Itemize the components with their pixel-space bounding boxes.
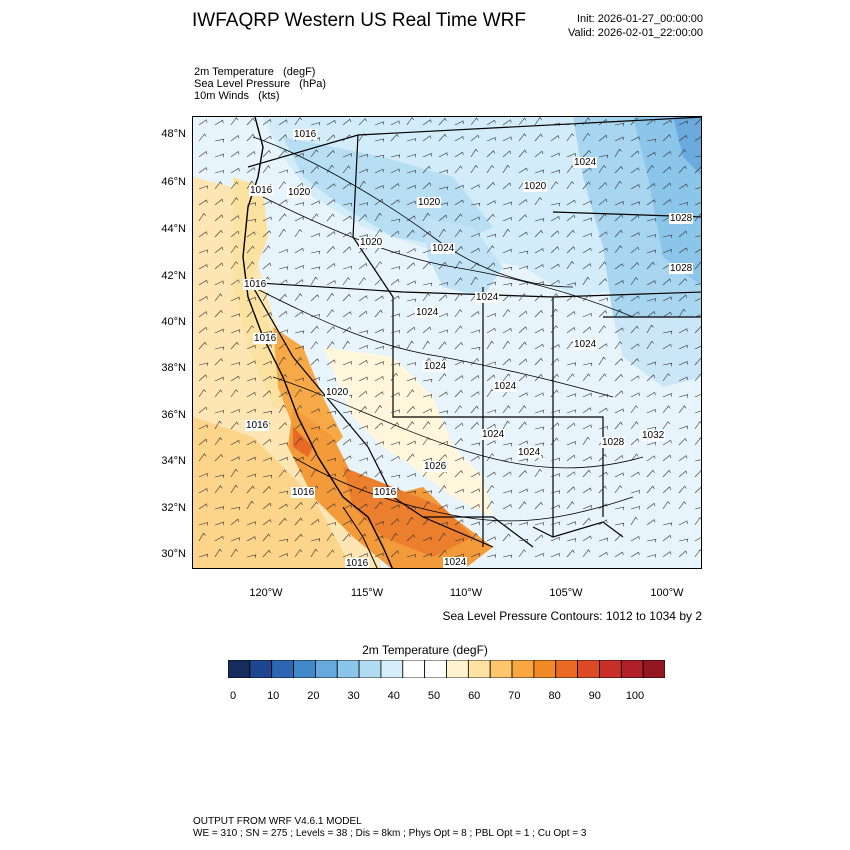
colorbar-swatch [336,660,360,678]
colorbar-title: 2m Temperature (degF) [362,643,488,657]
colorbar-swatch [402,660,426,678]
colorbar-swatch [489,660,513,678]
slp-contour-label: 1028 [601,437,626,448]
colorbar-tick-label: 10 [267,690,280,702]
slp-contour-label: 1016 [373,487,398,498]
colorbar-swatch [358,660,382,678]
colorbar-swatch [555,660,579,678]
slp-contour-label: 1020 [287,187,312,198]
field-label-temperature: 2m Temperature (degF) [194,66,316,78]
contour-note: Sea Level Pressure Contours: 1012 to 103… [442,609,703,623]
valid-time: Valid: 2026-02-01_22:00:00 [568,27,703,39]
slp-contour-label: 1024 [573,157,598,168]
lat-label: 44°N [161,223,186,235]
colorbar [228,660,665,678]
lon-label: 115°W [350,587,384,599]
lat-label: 46°N [161,176,186,188]
slp-contour-label: 1024 [443,557,468,568]
slp-contour-label: 1024 [481,429,506,440]
slp-contour-label: 1016 [249,185,274,196]
slp-contour-label: 1020 [359,237,384,248]
lat-label: 42°N [161,270,186,282]
lat-label: 38°N [161,362,186,374]
lat-label: 48°N [161,128,186,140]
colorbar-swatch [577,660,600,678]
colorbar-tick-label: 100 [625,690,645,702]
slp-contour-label: 1016 [245,420,270,431]
colorbar-swatch [380,660,404,678]
slp-contour-label: 1024 [475,292,500,303]
footer-config-line: WE = 310 ; SN = 275 ; Levels = 38 ; Dis … [193,828,587,839]
colorbar-swatch [315,660,338,678]
slp-contour-label: 1024 [423,361,448,372]
slp-contour-label: 1024 [573,339,598,350]
colorbar-swatch [424,660,447,678]
colorbar-swatch [642,660,665,678]
lon-label: 110°W [449,587,483,599]
lon-label: 120°W [249,587,283,599]
slp-contour-label: 1016 [291,487,316,498]
slp-contour-label: 1016 [345,558,370,569]
colorbar-swatch [467,660,491,678]
colorbar-swatch [533,660,557,678]
colorbar-swatch [620,660,644,678]
colorbar-tick-label: 30 [347,690,360,702]
colorbar-tick-label: 20 [307,690,320,702]
slp-contour-label: 1016 [243,279,268,290]
lat-label: 30°N [161,548,186,560]
slp-contour-label: 1016 [253,333,278,344]
lon-label: 105°W [549,587,583,599]
init-time: Init: 2026-01-27_00:00:00 [577,13,703,25]
footer-model-line: OUTPUT FROM WRF V4.6.1 MODEL [193,816,362,827]
colorbar-tick-label: 90 [588,690,601,702]
colorbar-tick-label: 40 [387,690,400,702]
slp-contour-label: 1032 [641,430,666,441]
slp-contour-label: 1026 [423,461,448,472]
colorbar-tick-label: 70 [508,690,521,702]
colorbar-swatch [271,660,294,678]
slp-contour-label: 1024 [415,307,440,318]
slp-contour-label: 1024 [431,243,456,254]
slp-contour-label: 1020 [417,197,442,208]
colorbar-swatch [446,660,469,678]
colorbar-tick-label: 60 [468,690,481,702]
slp-contour-label: 1020 [523,181,548,192]
slp-contour-label: 1016 [293,129,318,140]
slp-contour-label: 1028 [669,263,694,274]
map-title: IWFAQRP Western US Real Time WRF [192,10,526,31]
slp-contour-label: 1024 [493,381,518,392]
colorbar-swatch [293,660,316,678]
lat-label: 40°N [161,316,186,328]
field-label-winds: 10m Winds (kts) [194,90,280,102]
slp-contour-label: 1024 [517,447,542,458]
colorbar-swatch [228,660,251,678]
colorbar-tick-label: 50 [427,690,441,702]
colorbar-swatch [249,660,273,678]
lon-label: 100°W [650,587,684,599]
field-label-pressure: Sea Level Pressure (hPa) [194,78,327,90]
colorbar-tick-label: 0 [229,690,237,702]
slp-contour-label: 1028 [669,213,694,224]
colorbar-swatch [599,660,622,678]
lat-label: 34°N [161,455,186,467]
colorbar-tick-label: 80 [548,690,561,702]
lat-label: 32°N [161,502,186,514]
colorbar-swatch [511,660,535,678]
map-panel: 1016 1016 1016 1016 1020 1016 1016 1016 1020 1020… [192,116,702,569]
temperature-map [193,117,701,568]
lat-label: 36°N [161,409,186,421]
slp-contour-label: 1020 [325,387,350,398]
